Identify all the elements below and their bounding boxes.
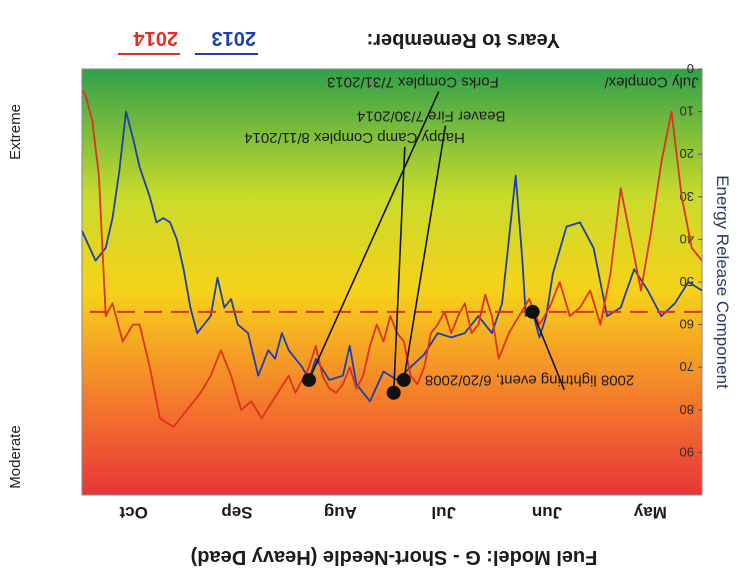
x-tick-oct: Oct — [119, 503, 148, 522]
y-tick-70: 70 — [680, 359, 694, 374]
x-tick-may: May — [633, 503, 667, 522]
event-marker-2 — [386, 385, 401, 400]
x-tick-jun: Jun — [532, 503, 562, 522]
legend: Years to Remember: 2013 2014 — [118, 27, 560, 55]
annotation-3: Happy Camp Complex 8/11/2014 — [244, 129, 465, 146]
leader-line-1 — [403, 125, 447, 381]
y-tick-90: 90 — [680, 444, 694, 459]
legend-prefix: Years to Remember: — [367, 29, 560, 51]
annotations: 2008 lightning event, 6/20/2008 July Comp… — [244, 74, 699, 400]
x-tick-sep: Sep — [221, 503, 252, 522]
side-label-extreme: Extreme — [7, 104, 24, 160]
annotation-2: Beaver Fire 7/30/2014 — [357, 108, 505, 125]
x-axis-ticks: May Jun Jul Aug Sep Oct — [119, 503, 667, 522]
legend-item-2014: 2014 — [133, 27, 178, 49]
y-tick-0: 0 — [687, 61, 694, 76]
x-tick-aug: Aug — [324, 503, 357, 522]
x-tick-jul: Jul — [431, 503, 456, 522]
series-line-2014 — [82, 89, 702, 428]
leader-line-0 — [531, 311, 565, 391]
y-tick-20: 20 — [680, 146, 694, 161]
chart-title: Fuel Model: G - Short-Needle (Heavy Dead… — [191, 546, 598, 568]
side-label-moderate: Moderate — [7, 425, 24, 488]
legend-item-2013: 2013 — [212, 27, 257, 49]
leader-line-3 — [308, 91, 440, 381]
series-line-2013 — [82, 110, 702, 403]
y-tick-10: 10 — [680, 104, 694, 119]
series-lines — [82, 89, 702, 428]
event-marker-0 — [525, 304, 540, 319]
annotation-0: 2008 lightning event, 6/20/2008 — [425, 372, 634, 389]
y-tick-60: 60 — [680, 317, 694, 332]
leader-line-2 — [392, 146, 406, 393]
y-axis-label: Energy Release Component — [713, 175, 732, 389]
annotation-4: Forks Complex 7/31/2013 — [327, 74, 499, 91]
y-tick-50: 50 — [680, 274, 694, 289]
y-tick-80: 80 — [680, 402, 694, 417]
annotation-1: July Complex/ — [604, 74, 699, 91]
